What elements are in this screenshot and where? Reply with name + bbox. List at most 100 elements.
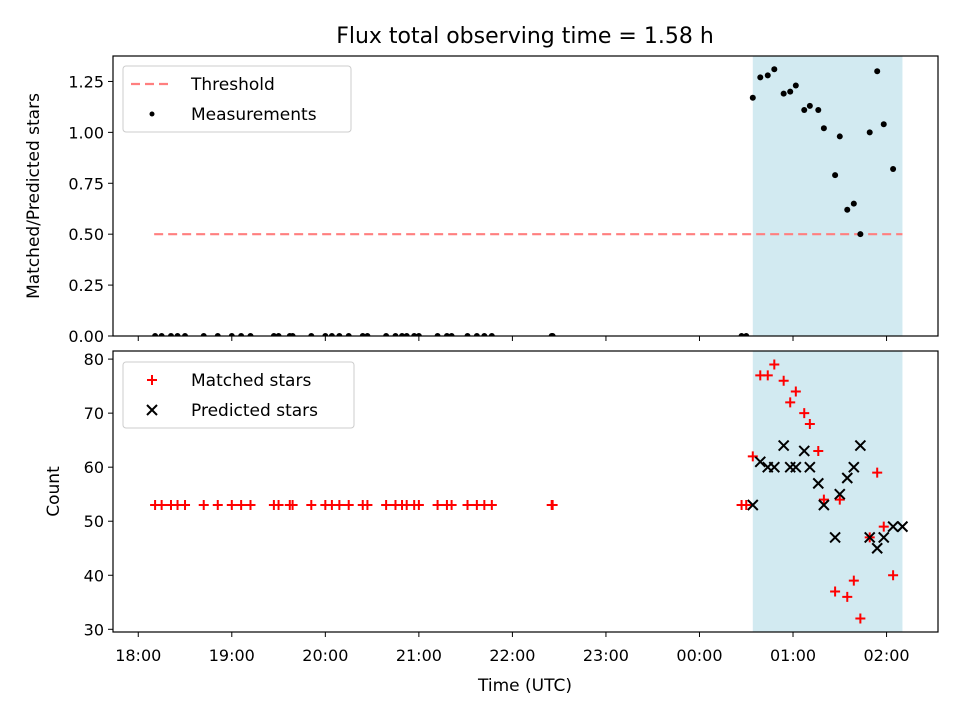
measurement-point [787, 88, 794, 95]
measurement-point [247, 333, 254, 336]
measurement-point [743, 333, 750, 336]
legend-measurement-swatch [149, 111, 155, 117]
axes-frame-0 [112, 55, 939, 337]
measurement-point [275, 333, 282, 336]
measurement-point [780, 90, 787, 97]
predicted-star-point [887, 520, 899, 533]
y-tick-label-1-2: 50 [84, 512, 104, 531]
predicted-star-point [790, 461, 802, 473]
y-tick-label-0-5: 1.25 [68, 72, 104, 91]
ratio-panel: 0.00 0.25 0.50 0.75 1.00 1.25 Matched/Predicte… [24, 55, 939, 346]
x-tick-label-0: 18:00 [115, 646, 161, 665]
matched-star-point [334, 500, 345, 511]
x-tick-label-8: 02:00 [863, 646, 909, 665]
measurement-point [806, 102, 813, 109]
y-tick-label-1-4: 70 [84, 404, 104, 423]
legend-threshold-label: Threshold [190, 75, 275, 95]
legend-matched-swatch [147, 375, 157, 385]
measurement-point [464, 333, 471, 336]
measurement-point [874, 68, 881, 75]
measurement-point [764, 72, 771, 79]
measurement-point [792, 82, 799, 89]
matched-star-point [362, 500, 373, 511]
matched-star-point [462, 500, 473, 511]
y-tick-label-1-5: 80 [84, 350, 104, 369]
matched-star-point [778, 375, 789, 386]
predicted-star-point [878, 531, 890, 544]
measurement-point [228, 333, 235, 336]
matched-star-point [273, 500, 284, 511]
matched-star-point [381, 500, 392, 511]
matched-star-point [287, 500, 298, 511]
measurement-point [434, 333, 441, 336]
measurement-point [448, 333, 455, 336]
x-axis-label: Time (UTC) [477, 676, 572, 696]
predicted-star-point [864, 531, 876, 544]
predicted-star-point [768, 461, 781, 473]
matched-star-point [872, 467, 883, 478]
matched-star-point [878, 521, 889, 532]
matched-star-point [547, 500, 558, 511]
predicted-star-point [818, 499, 830, 511]
chart-title: Flux total observing time = 1.58 h [336, 24, 714, 49]
predicted-star-point [871, 542, 883, 554]
measurement-point [328, 333, 335, 336]
predicted-star-point [834, 488, 846, 500]
measurement-point [481, 333, 488, 336]
observing-window-shade [752, 56, 903, 336]
legend-measurement-label: Measurements [191, 105, 317, 125]
measurement-point [158, 333, 165, 336]
measurement-point [801, 106, 808, 113]
measurement-point [549, 333, 556, 336]
measurement-point [152, 333, 159, 336]
predicted-star-point [777, 439, 790, 452]
y-axis-label-1: Count [44, 466, 64, 517]
predicted-star-point [841, 472, 853, 484]
matched-star-point [486, 500, 497, 511]
x-tick-label-4: 22:00 [489, 646, 535, 665]
matched-star-point [343, 500, 354, 511]
matched-star-point [306, 500, 317, 511]
measurement-point [836, 133, 843, 140]
predicted-star-point [848, 461, 860, 473]
measurement-point [359, 333, 366, 336]
measurement-point [832, 172, 839, 179]
measurement-point [771, 66, 778, 73]
y-tick-label-0-2: 0.50 [68, 225, 104, 244]
measurement-point [890, 166, 897, 173]
measurement-point [174, 333, 181, 336]
measurement-point [411, 333, 418, 336]
y-tick-label-0-4: 1.00 [68, 123, 104, 142]
y-tick-label-0-3: 0.75 [68, 174, 104, 193]
y-tick-label-1-1: 40 [84, 566, 104, 585]
y-tick-label-0-0: 0.00 [68, 327, 104, 346]
legend-predicted-label: Predicted stars [191, 401, 318, 421]
y-tick-label-1-3: 60 [84, 458, 104, 477]
measurement-point [399, 333, 406, 336]
predicted-star-point [829, 531, 841, 544]
matched-star-point [842, 591, 853, 602]
matched-star-point [245, 500, 256, 511]
matched-star-point [799, 408, 810, 419]
legend-box [122, 361, 355, 429]
measurement-point [820, 125, 827, 132]
count-panel: 18:00 19:00 20:00 21:00 22:00 23:00 00:00 01:00… [44, 350, 939, 665]
matched-star-point [212, 500, 223, 511]
matched-star-point [818, 494, 829, 505]
measurement-point [392, 333, 399, 336]
plot-area-1 [150, 359, 909, 624]
legend-predicted-swatch [146, 404, 158, 416]
predicted-star-point [896, 520, 909, 533]
measurement-point [308, 333, 315, 336]
matched-star-point [156, 500, 167, 511]
measurement-point [289, 333, 296, 336]
matched-star-point [180, 500, 191, 511]
predicted-star-point [812, 477, 824, 490]
measurement-point [866, 129, 873, 136]
y-axis-label-0: Matched/Predicted stars [24, 93, 44, 299]
legend-box [122, 65, 352, 133]
legend-top: Threshold Measurements [122, 65, 352, 133]
measurement-point [214, 333, 221, 336]
measurement-point [488, 333, 495, 336]
matched-star-point [848, 575, 859, 586]
